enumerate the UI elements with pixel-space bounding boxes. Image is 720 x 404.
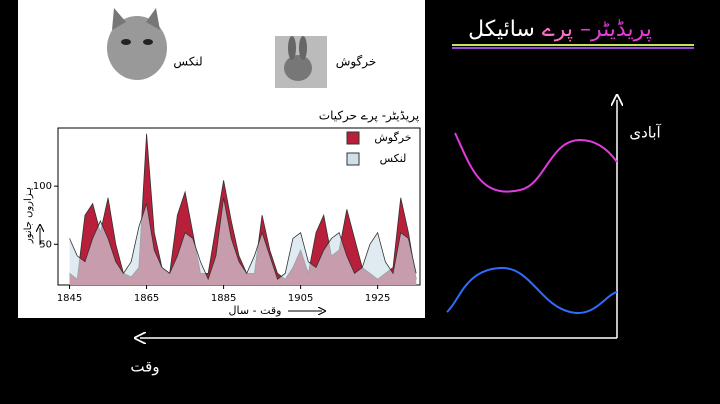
prey-sketch [446, 266, 618, 314]
legend-label: خرگوش [374, 131, 411, 144]
title: پریڈیٹر– پرے سائیکل [468, 17, 652, 42]
hare-image [275, 36, 327, 88]
area-line [69, 197, 417, 281]
x-tick-label: 1905 [288, 293, 313, 304]
legend-label: لنکس [380, 152, 407, 165]
sketch-x-label: وقت [130, 358, 159, 376]
x-tick-label: 1925 [365, 293, 390, 304]
legend-swatch [346, 131, 360, 145]
x-tick-label: 1865 [134, 293, 159, 304]
image-label: لنکس [173, 55, 202, 70]
sketch-y-label: آبادی [629, 124, 661, 142]
image-label: خرگوش [336, 55, 377, 70]
x-tick-label: 1845 [57, 293, 82, 304]
title-part: پریڈیٹر– [580, 17, 652, 42]
x-tick-label: 1885 [211, 293, 236, 304]
y-axis-label: ہزاروں جانور [23, 187, 34, 244]
y-tick-label: 50 [39, 239, 52, 250]
title-part: سائیکل [468, 17, 535, 42]
area-fill [69, 197, 417, 285]
title-part: پرے [542, 17, 573, 42]
x-axis-label: وقت - سال [229, 304, 282, 317]
predator-sketch [454, 132, 618, 193]
y-tick-label: 100 [33, 181, 52, 192]
chart-title: پریڈیٹر- پرے حرکیات [319, 109, 419, 124]
lynx-image [107, 8, 167, 80]
legend-swatch [346, 152, 360, 166]
